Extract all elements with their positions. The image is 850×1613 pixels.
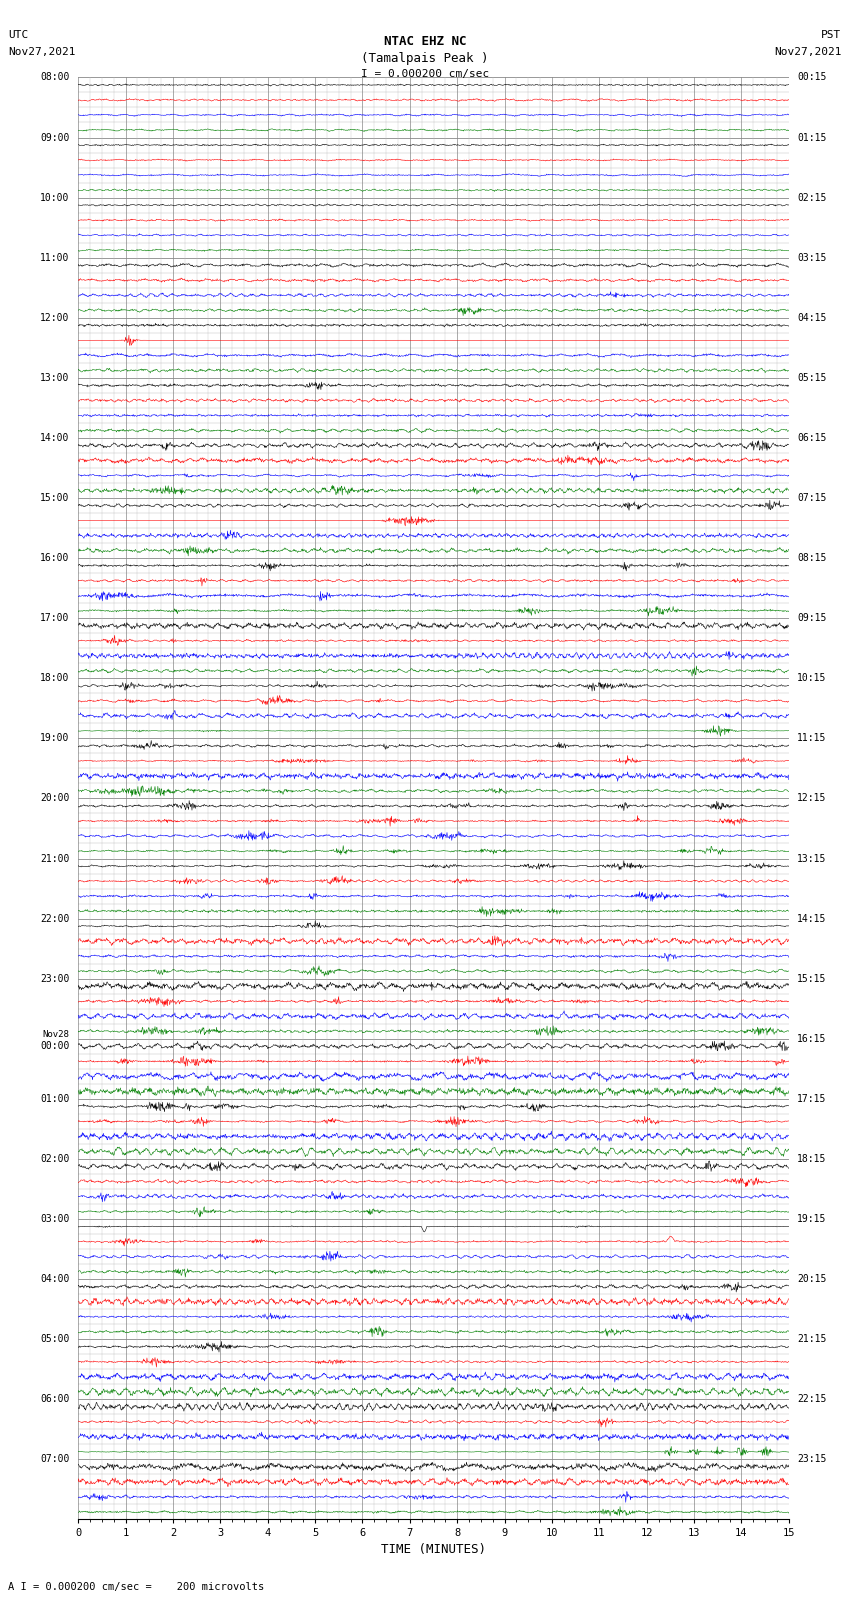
- Text: 22:00: 22:00: [40, 913, 70, 924]
- Text: 17:15: 17:15: [797, 1094, 827, 1103]
- Text: 03:15: 03:15: [797, 253, 827, 263]
- Text: Nov27,2021: Nov27,2021: [8, 47, 76, 56]
- Text: 10:00: 10:00: [40, 192, 70, 203]
- Text: (Tamalpais Peak ): (Tamalpais Peak ): [361, 52, 489, 65]
- Text: 14:15: 14:15: [797, 913, 827, 924]
- Text: PST: PST: [821, 31, 842, 40]
- Text: 19:00: 19:00: [40, 734, 70, 744]
- Text: 08:15: 08:15: [797, 553, 827, 563]
- Text: 13:00: 13:00: [40, 373, 70, 382]
- Text: 18:00: 18:00: [40, 673, 70, 684]
- Text: 21:15: 21:15: [797, 1334, 827, 1344]
- Text: 10:15: 10:15: [797, 673, 827, 684]
- Text: 02:15: 02:15: [797, 192, 827, 203]
- Text: 15:00: 15:00: [40, 494, 70, 503]
- Text: 01:15: 01:15: [797, 132, 827, 142]
- Text: 12:00: 12:00: [40, 313, 70, 323]
- Text: 00:15: 00:15: [797, 73, 827, 82]
- Text: 04:15: 04:15: [797, 313, 827, 323]
- Text: 12:15: 12:15: [797, 794, 827, 803]
- Text: 01:00: 01:00: [40, 1094, 70, 1103]
- Text: 04:00: 04:00: [40, 1274, 70, 1284]
- Text: 09:00: 09:00: [40, 132, 70, 142]
- Text: 06:00: 06:00: [40, 1394, 70, 1405]
- Text: I = 0.000200 cm/sec: I = 0.000200 cm/sec: [361, 69, 489, 79]
- Text: 19:15: 19:15: [797, 1215, 827, 1224]
- Text: A I = 0.000200 cm/sec =    200 microvolts: A I = 0.000200 cm/sec = 200 microvolts: [8, 1582, 264, 1592]
- Text: 17:00: 17:00: [40, 613, 70, 623]
- Text: 20:15: 20:15: [797, 1274, 827, 1284]
- Text: 20:00: 20:00: [40, 794, 70, 803]
- Text: 02:00: 02:00: [40, 1153, 70, 1165]
- Text: 21:00: 21:00: [40, 853, 70, 863]
- Text: 14:00: 14:00: [40, 432, 70, 444]
- Text: UTC: UTC: [8, 31, 29, 40]
- Text: 06:15: 06:15: [797, 432, 827, 444]
- Text: NTAC EHZ NC: NTAC EHZ NC: [383, 35, 467, 48]
- Text: 05:00: 05:00: [40, 1334, 70, 1344]
- Text: 23:00: 23:00: [40, 974, 70, 984]
- Text: 07:00: 07:00: [40, 1455, 70, 1465]
- Text: 05:15: 05:15: [797, 373, 827, 382]
- Text: 08:00: 08:00: [40, 73, 70, 82]
- Text: 16:00: 16:00: [40, 553, 70, 563]
- Text: 11:15: 11:15: [797, 734, 827, 744]
- Text: 23:15: 23:15: [797, 1455, 827, 1465]
- Text: 00:00: 00:00: [40, 1042, 70, 1052]
- Text: 22:15: 22:15: [797, 1394, 827, 1405]
- Text: 07:15: 07:15: [797, 494, 827, 503]
- Text: 18:15: 18:15: [797, 1153, 827, 1165]
- X-axis label: TIME (MINUTES): TIME (MINUTES): [381, 1542, 486, 1555]
- Text: 03:00: 03:00: [40, 1215, 70, 1224]
- Text: 09:15: 09:15: [797, 613, 827, 623]
- Text: 13:15: 13:15: [797, 853, 827, 863]
- Text: 16:15: 16:15: [797, 1034, 827, 1044]
- Text: 11:00: 11:00: [40, 253, 70, 263]
- Text: 15:15: 15:15: [797, 974, 827, 984]
- Text: Nov27,2021: Nov27,2021: [774, 47, 842, 56]
- Text: Nov28: Nov28: [42, 1029, 70, 1039]
